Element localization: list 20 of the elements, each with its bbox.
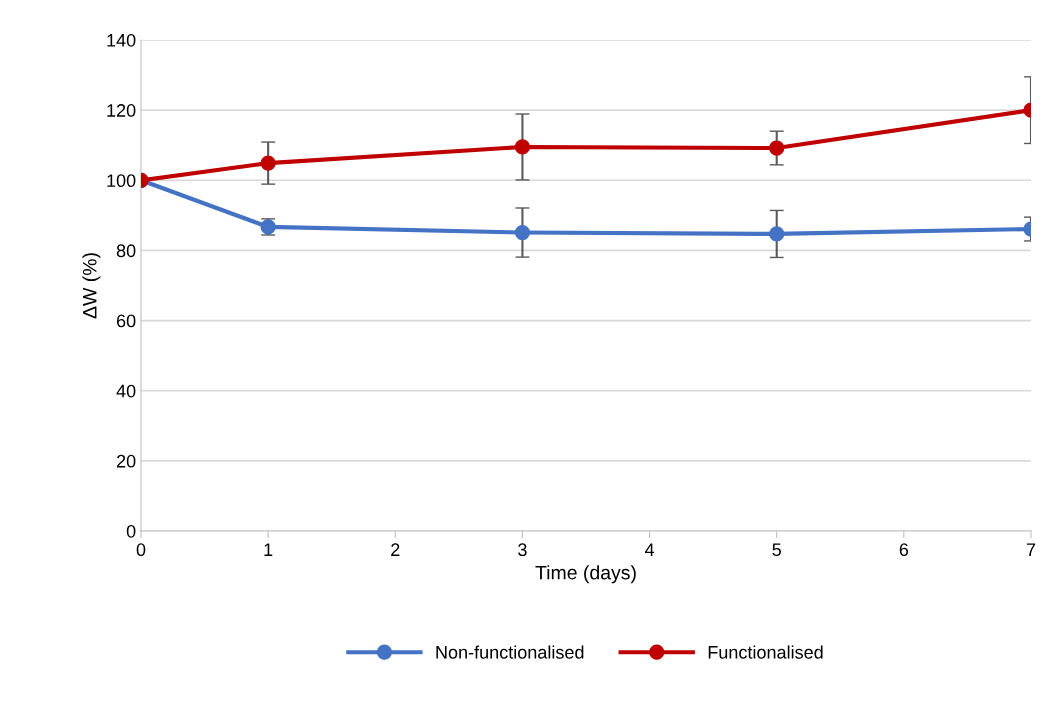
y-tick-label: 100 xyxy=(107,174,136,188)
y-tick-label: 60 xyxy=(116,314,136,328)
x-tick-label: 1 xyxy=(264,543,273,556)
y-tick-label: 120 xyxy=(107,104,136,117)
x-tick-label: 6 xyxy=(899,543,909,557)
legend-label: Functionalised xyxy=(708,645,823,659)
x-tick-label: 3 xyxy=(518,543,527,557)
y-axis-title: ΔW (%) xyxy=(82,253,101,319)
x-tick-label: 0 xyxy=(136,543,146,557)
y-tick-label: 40 xyxy=(116,384,136,398)
y-tick-label: 80 xyxy=(116,244,136,258)
y-tick-label: 140 xyxy=(107,33,136,47)
x-axis-title: Time (days) xyxy=(535,565,636,584)
x-tick-label: 7 xyxy=(1026,543,1036,556)
x-tick-label: 4 xyxy=(644,543,655,556)
y-tick-label: 20 xyxy=(116,454,136,468)
x-tick-label: 5 xyxy=(772,543,781,557)
x-tick-label: 2 xyxy=(391,543,400,556)
legend-label: Non-functionalised xyxy=(436,645,584,659)
y-tick-label: 0 xyxy=(126,524,136,538)
